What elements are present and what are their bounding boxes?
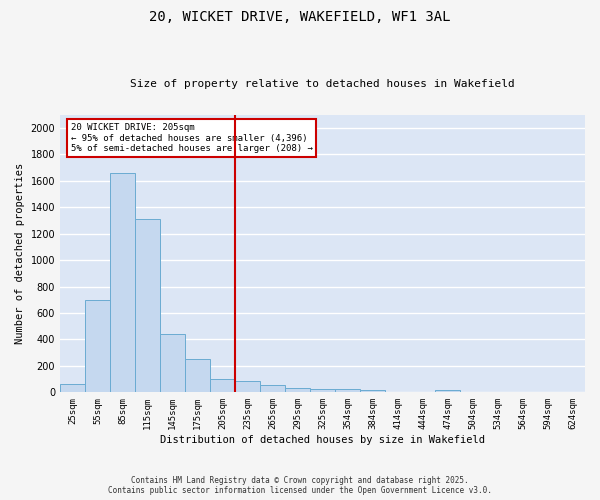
Text: 20, WICKET DRIVE, WAKEFIELD, WF1 3AL: 20, WICKET DRIVE, WAKEFIELD, WF1 3AL [149, 10, 451, 24]
Text: Contains HM Land Registry data © Crown copyright and database right 2025.
Contai: Contains HM Land Registry data © Crown c… [108, 476, 492, 495]
Bar [310, 389, 335, 392]
Text: 20 WICKET DRIVE: 205sqm
← 95% of detached houses are smaller (4,396)
5% of semi-: 20 WICKET DRIVE: 205sqm ← 95% of detache… [71, 123, 313, 153]
Bar [135, 219, 160, 392]
Bar [185, 358, 210, 392]
Bar [160, 334, 185, 392]
Bar [235, 381, 260, 392]
X-axis label: Distribution of detached houses by size in Wakefield: Distribution of detached houses by size … [160, 435, 485, 445]
Bar [110, 173, 135, 392]
Title: Size of property relative to detached houses in Wakefield: Size of property relative to detached ho… [130, 79, 515, 89]
Bar [60, 384, 85, 392]
Bar [85, 300, 110, 392]
Bar [260, 385, 285, 392]
Bar [210, 379, 235, 392]
Bar [435, 390, 460, 392]
Y-axis label: Number of detached properties: Number of detached properties [15, 163, 25, 344]
Bar [335, 389, 360, 392]
Bar [285, 388, 310, 392]
Bar [360, 390, 385, 392]
